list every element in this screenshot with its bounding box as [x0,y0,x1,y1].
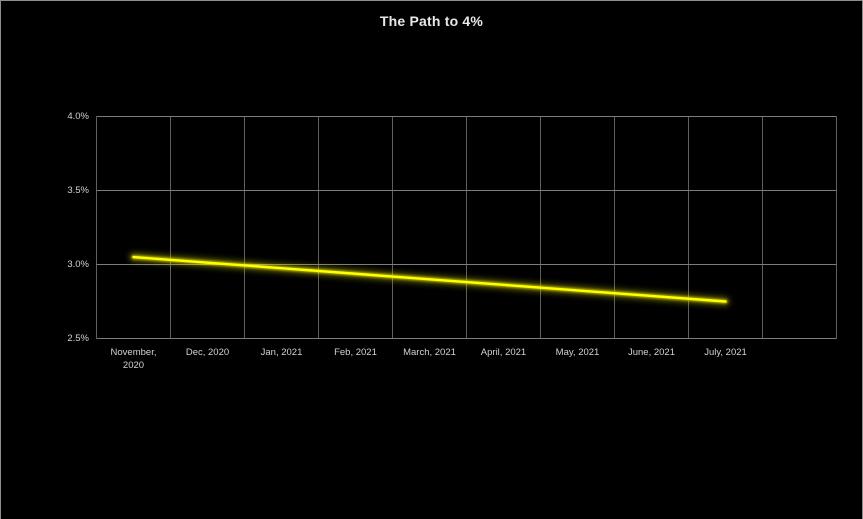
x-tick-label: March, 2021 [403,347,456,358]
x-tick-label: May, 2021 [555,347,600,358]
chart-title: The Path to 4% [379,13,484,29]
x-tick-label: Dec, 2020 [185,347,230,358]
y-tick-label: 3.5% [67,184,89,196]
x-tick-label: November, 2020 [110,347,157,371]
x-tick-label: Feb, 2021 [334,347,377,358]
gridlines [96,116,837,339]
series-line-group [129,252,730,306]
y-tick-label: 2.5% [67,332,89,344]
y-tick-label: 3.0% [67,258,89,270]
series-line [132,255,727,303]
y-tick-label: 4.0% [67,110,89,122]
x-tick-label: July, 2021 [704,347,747,358]
x-tick-label: April, 2021 [480,347,527,358]
x-tick-label: June, 2021 [627,347,675,358]
x-tick-label: Jan, 2021 [260,347,303,358]
